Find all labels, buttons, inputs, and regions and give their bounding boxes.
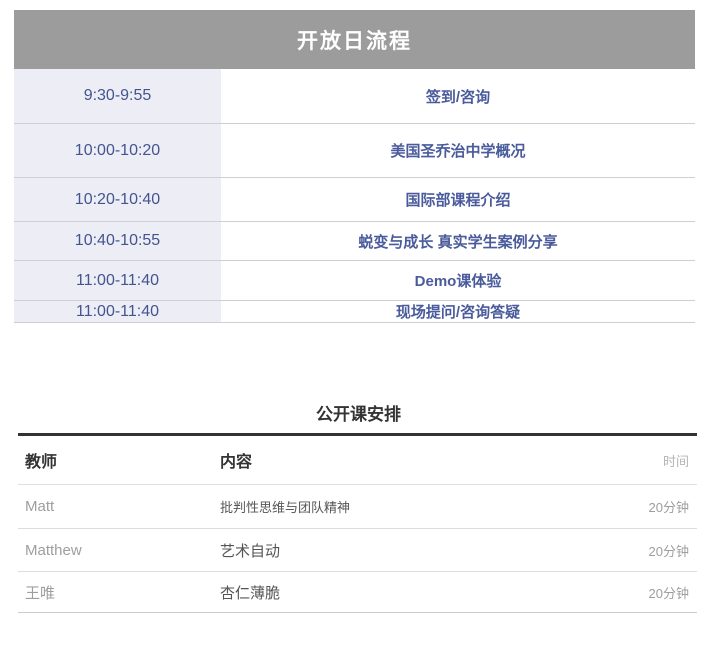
open-class-row: 王唯 杏仁薄脆 20分钟 [18, 572, 697, 613]
class-content-cell: 批判性思维与团队精神 [220, 500, 351, 515]
schedule-time-cell: 11:00-11:40 [14, 301, 221, 322]
open-class-header-row: 教师 内容 时间 [18, 436, 697, 485]
class-duration-cell: 20分钟 [648, 585, 689, 601]
class-content-cell: 杏仁薄脆 [220, 584, 281, 602]
schedule-row: 11:00-11:40 Demo课体验 [14, 261, 695, 301]
schedule-time-cell: 10:20-10:40 [14, 178, 221, 221]
schedule-time-cell: 11:00-11:40 [14, 261, 221, 300]
open-class-row: Matt 批判性思维与团队精神 20分钟 [18, 485, 697, 529]
teacher-name-cell: Matt [25, 498, 55, 515]
schedule-event-cell: 签到/咨询 [425, 88, 491, 106]
schedule-time-cell: 10:40-10:55 [14, 222, 221, 260]
open-class-section-title: 公开课安排 [316, 405, 401, 424]
open-class-row: Matthew 艺术自动 20分钟 [18, 529, 697, 572]
schedule-time-cell: 9:30-9:55 [14, 69, 221, 123]
open-class-table: 教师 内容 时间 Matt 批判性思维与团队精神 20分钟 Matthew 艺术… [18, 433, 697, 613]
teacher-name-cell: Matthew [25, 541, 82, 559]
teacher-name-cell: 王唯 [25, 584, 56, 602]
schedule-row: 9:30-9:55 签到/咨询 [14, 69, 695, 124]
schedule-row: 11:00-11:40 现场提问/咨询答疑 [14, 301, 695, 323]
column-header-content: 内容 [220, 454, 253, 471]
class-duration-cell: 20分钟 [648, 500, 689, 515]
schedule-event-cell: Demo课体验 [414, 273, 502, 290]
column-header-teacher: 教师 [25, 454, 58, 471]
schedule-event-cell: 现场提问/咨询答疑 [395, 304, 521, 321]
schedule-event-cell: 蜕变与成长 真实学生案例分享 [358, 233, 558, 251]
schedule-event-cell: 美国圣乔治中学概况 [390, 143, 526, 160]
schedule-row: 10:00-10:20 美国圣乔治中学概况 [14, 124, 695, 178]
schedule-event-cell: 国际部课程介绍 [405, 192, 511, 209]
open-day-schedule-title: 开放日流程 [14, 10, 695, 69]
schedule-row: 10:40-10:55 蜕变与成长 真实学生案例分享 [14, 222, 695, 261]
schedule-time-cell: 10:00-10:20 [14, 124, 221, 177]
class-duration-cell: 20分钟 [648, 543, 689, 559]
column-header-time: 时间 [662, 453, 689, 469]
open-day-schedule-table: 开放日流程 9:30-9:55 签到/咨询 10:00-10:20 美国圣乔治中… [14, 10, 695, 323]
schedule-row: 10:20-10:40 国际部课程介绍 [14, 178, 695, 222]
class-content-cell: 艺术自动 [220, 542, 281, 560]
